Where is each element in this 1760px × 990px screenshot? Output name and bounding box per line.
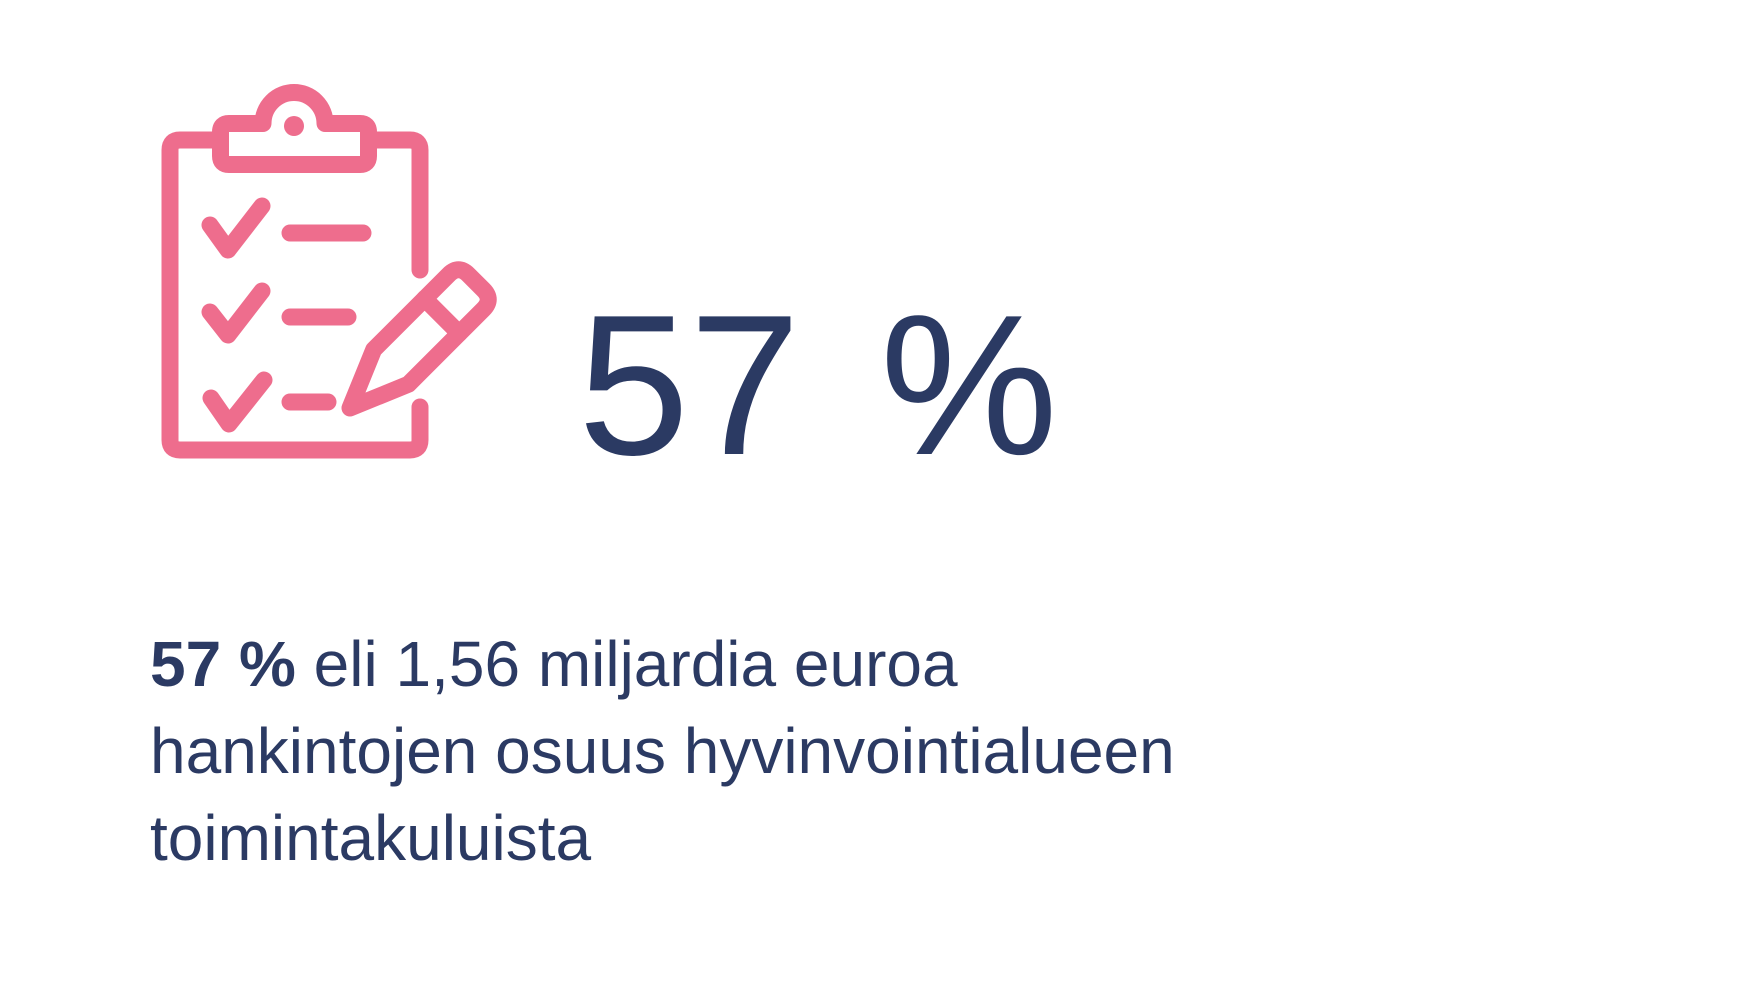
stat-value: 57 % <box>578 274 1058 497</box>
stat-description: 57 % eli 1,56 miljardia euroa hankintojen… <box>150 621 1450 882</box>
stat-description-line3: toimintakuluista <box>150 802 592 874</box>
clipboard-checklist-pencil-icon <box>140 65 520 460</box>
stat-description-line2: hankintojen osuus hyvinvointialueen <box>150 715 1175 787</box>
stat-description-line1: eli 1,56 miljardia euroa <box>295 628 958 700</box>
stat-description-lead: 57 % <box>150 628 296 700</box>
